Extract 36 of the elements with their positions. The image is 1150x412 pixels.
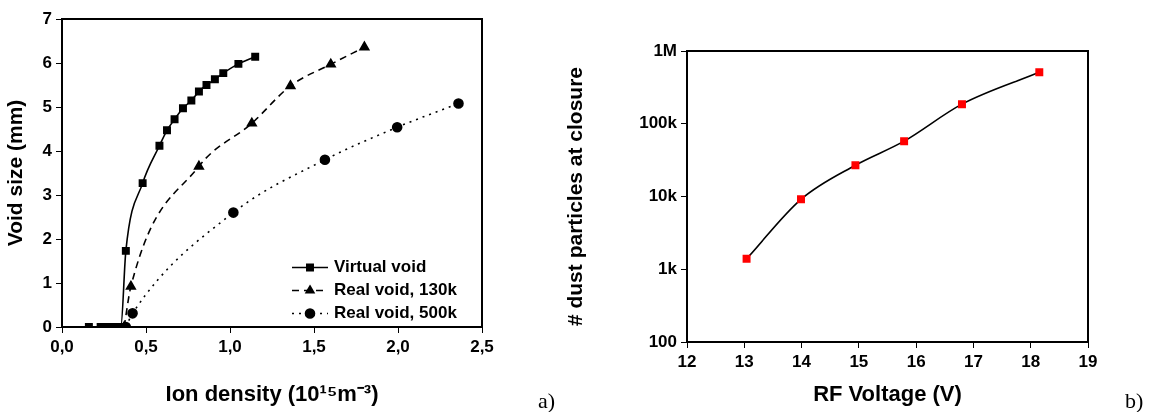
text: a) — [538, 388, 556, 412]
y-tick-label: 100 — [648, 331, 677, 351]
y-tick-label: 1k — [658, 258, 678, 278]
x-tick-label: 17 — [963, 351, 983, 371]
y-tick-label: 2 — [42, 228, 52, 248]
y-tick-label: 4 — [42, 140, 53, 160]
y-tick-label: 6 — [42, 52, 52, 72]
x-tick-label: 15 — [849, 351, 869, 371]
x-tick-label: 1,5 — [302, 336, 326, 356]
legend-label: Virtual void — [334, 257, 427, 277]
x-tick-label: 19 — [1078, 351, 1098, 371]
y-tick-label: 5 — [42, 96, 52, 116]
text: b) — [1125, 388, 1144, 412]
x-tick-label: 0,5 — [134, 336, 158, 356]
x-axis-title: Ion density (10¹⁵m⁻³) — [165, 380, 379, 406]
y-axis-title: Void size (mm) — [3, 99, 27, 247]
y-axis-title: # dust particles at closure — [563, 66, 587, 327]
y-tick-label: 3 — [42, 184, 52, 204]
legend-label: Real void, 130k — [334, 280, 458, 300]
y-tick-label: 1M — [653, 40, 677, 60]
x-tick-label: 2,0 — [386, 336, 410, 356]
x-tick-label: 16 — [906, 351, 926, 371]
x-axis-title: RF Voltage (V) — [813, 380, 962, 406]
x-tick-label: 18 — [1021, 351, 1041, 371]
y-tick-label: 10k — [648, 186, 678, 206]
y-tick-label: 7 — [42, 8, 52, 28]
y-tick-label: 0 — [42, 316, 52, 336]
x-tick-label: 1,0 — [218, 336, 242, 356]
x-tick-label: 13 — [734, 351, 754, 371]
y-tick-label: 1 — [42, 272, 52, 292]
x-tick-label: 2,5 — [470, 336, 494, 356]
x-tick-label: 14 — [792, 351, 812, 371]
x-tick-label: 12 — [677, 351, 697, 371]
y-tick-label: 100k — [639, 113, 678, 133]
legend-label: Real void, 500k — [334, 303, 458, 323]
x-tick-label: 0,0 — [50, 336, 74, 356]
